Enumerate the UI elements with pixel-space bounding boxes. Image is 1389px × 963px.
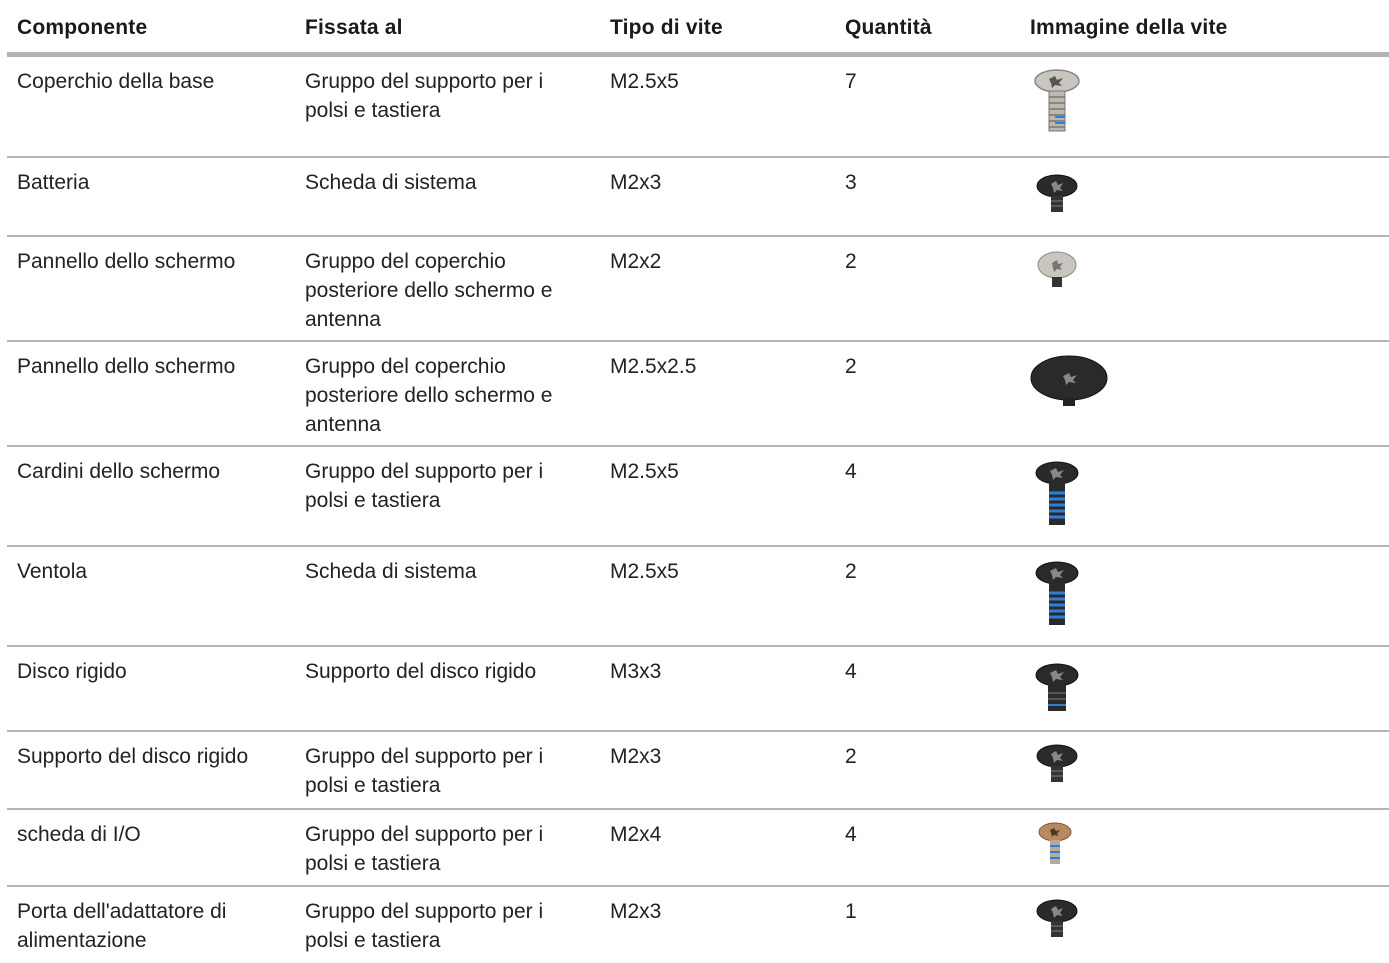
black-short-screw-icon — [1027, 897, 1087, 943]
header-component: Componente — [17, 16, 148, 39]
cell-component: Batteria — [17, 171, 90, 194]
cell-component: Pannello dello schermo — [17, 355, 236, 378]
cell-fixed-to: Scheda di sistema — [305, 560, 477, 583]
table-row: Supporto del disco rigido Gruppo del sup… — [7, 732, 1389, 810]
cell-quantity: 3 — [845, 171, 857, 194]
table-row: Cardini dello schermo Gruppo del support… — [7, 447, 1389, 547]
header-quantity: Quantità — [845, 16, 932, 39]
cell-component: Porta dell'adattatore di alimentazione — [17, 900, 227, 952]
table-row: Pannello dello schermo Gruppo del coperc… — [7, 237, 1389, 342]
cell-quantity: 2 — [845, 250, 857, 273]
cell-fixed-to: Scheda di sistema — [305, 171, 477, 194]
cell-quantity: 4 — [845, 460, 857, 483]
black-short-screw-icon — [1027, 172, 1087, 218]
cell-component: Pannello dello schermo — [17, 250, 236, 273]
black-blue-thread-screw-icon — [1027, 559, 1087, 631]
bronze-small-screw-icon — [1027, 820, 1083, 870]
cell-quantity: 4 — [845, 660, 857, 683]
cell-screw-type: M2x3 — [610, 900, 662, 923]
table-row: Coperchio della base Gruppo del supporto… — [7, 57, 1389, 158]
cell-quantity: 7 — [845, 70, 857, 93]
cell-screw-type: M2x3 — [610, 745, 662, 768]
cell-fixed-to: Gruppo del coperchio posteriore dello sc… — [305, 355, 553, 436]
black-blue-thread-screw-icon — [1027, 459, 1087, 531]
cell-quantity: 2 — [845, 355, 857, 378]
table-row: Disco rigido Supporto del disco rigido M… — [7, 647, 1389, 732]
black-short-screw-icon — [1027, 742, 1087, 788]
table-row: Batteria Scheda di sistema M2x3 3 — [7, 158, 1389, 237]
header-screw-type: Tipo di vite — [610, 16, 723, 39]
cell-fixed-to: Gruppo del supporto per i polsi e tastie… — [305, 70, 544, 122]
cell-fixed-to: Gruppo del supporto per i polsi e tastie… — [305, 823, 544, 875]
cell-component: Coperchio della base — [17, 70, 215, 93]
cell-fixed-to: Gruppo del supporto per i polsi e tastie… — [305, 900, 544, 952]
table-row: Porta dell'adattatore di alimentazione G… — [7, 887, 1389, 963]
cell-fixed-to: Gruppo del supporto per i polsi e tastie… — [305, 460, 544, 512]
table-row: Ventola Scheda di sistema M2.5x5 2 — [7, 547, 1389, 647]
cell-quantity: 2 — [845, 745, 857, 768]
cell-screw-type: M2.5x5 — [610, 70, 679, 93]
cell-component: Supporto del disco rigido — [17, 745, 249, 768]
cell-screw-type: M2x3 — [610, 171, 662, 194]
cell-screw-type: M2x2 — [610, 250, 662, 273]
cell-quantity: 4 — [845, 823, 857, 846]
table-row: scheda di I/O Gruppo del supporto per i … — [7, 810, 1389, 887]
cell-quantity: 1 — [845, 900, 857, 923]
screw-list-table: Componente Fissata al Tipo di vite Quant… — [7, 0, 1389, 963]
table-row: Pannello dello schermo Gruppo del coperc… — [7, 342, 1389, 447]
cell-quantity: 2 — [845, 560, 857, 583]
silver-long-screw-icon — [1027, 67, 1087, 139]
cell-screw-type: M2.5x2.5 — [610, 355, 697, 378]
cell-component: scheda di I/O — [17, 823, 141, 846]
silver-short-screw-icon — [1027, 249, 1087, 295]
cell-screw-type: M2.5x5 — [610, 460, 679, 483]
table-header: Componente Fissata al Tipo di vite Quant… — [7, 0, 1389, 57]
cell-component: Ventola — [17, 560, 88, 583]
cell-screw-type: M3x3 — [610, 660, 662, 683]
cell-fixed-to: Gruppo del supporto per i polsi e tastie… — [305, 745, 544, 797]
cell-component: Disco rigido — [17, 660, 127, 683]
header-fixed-to: Fissata al — [305, 16, 403, 39]
header-screw-image: Immagine della vite — [1030, 16, 1228, 39]
cell-screw-type: M2.5x5 — [610, 560, 679, 583]
cell-component: Cardini dello schermo — [17, 460, 221, 483]
cell-fixed-to: Gruppo del coperchio posteriore dello sc… — [305, 250, 553, 331]
black-wide-head-screw-icon — [1027, 354, 1117, 414]
cell-fixed-to: Supporto del disco rigido — [305, 660, 537, 683]
black-medium-screw-icon — [1027, 661, 1087, 717]
cell-screw-type: M2x4 — [610, 823, 662, 846]
